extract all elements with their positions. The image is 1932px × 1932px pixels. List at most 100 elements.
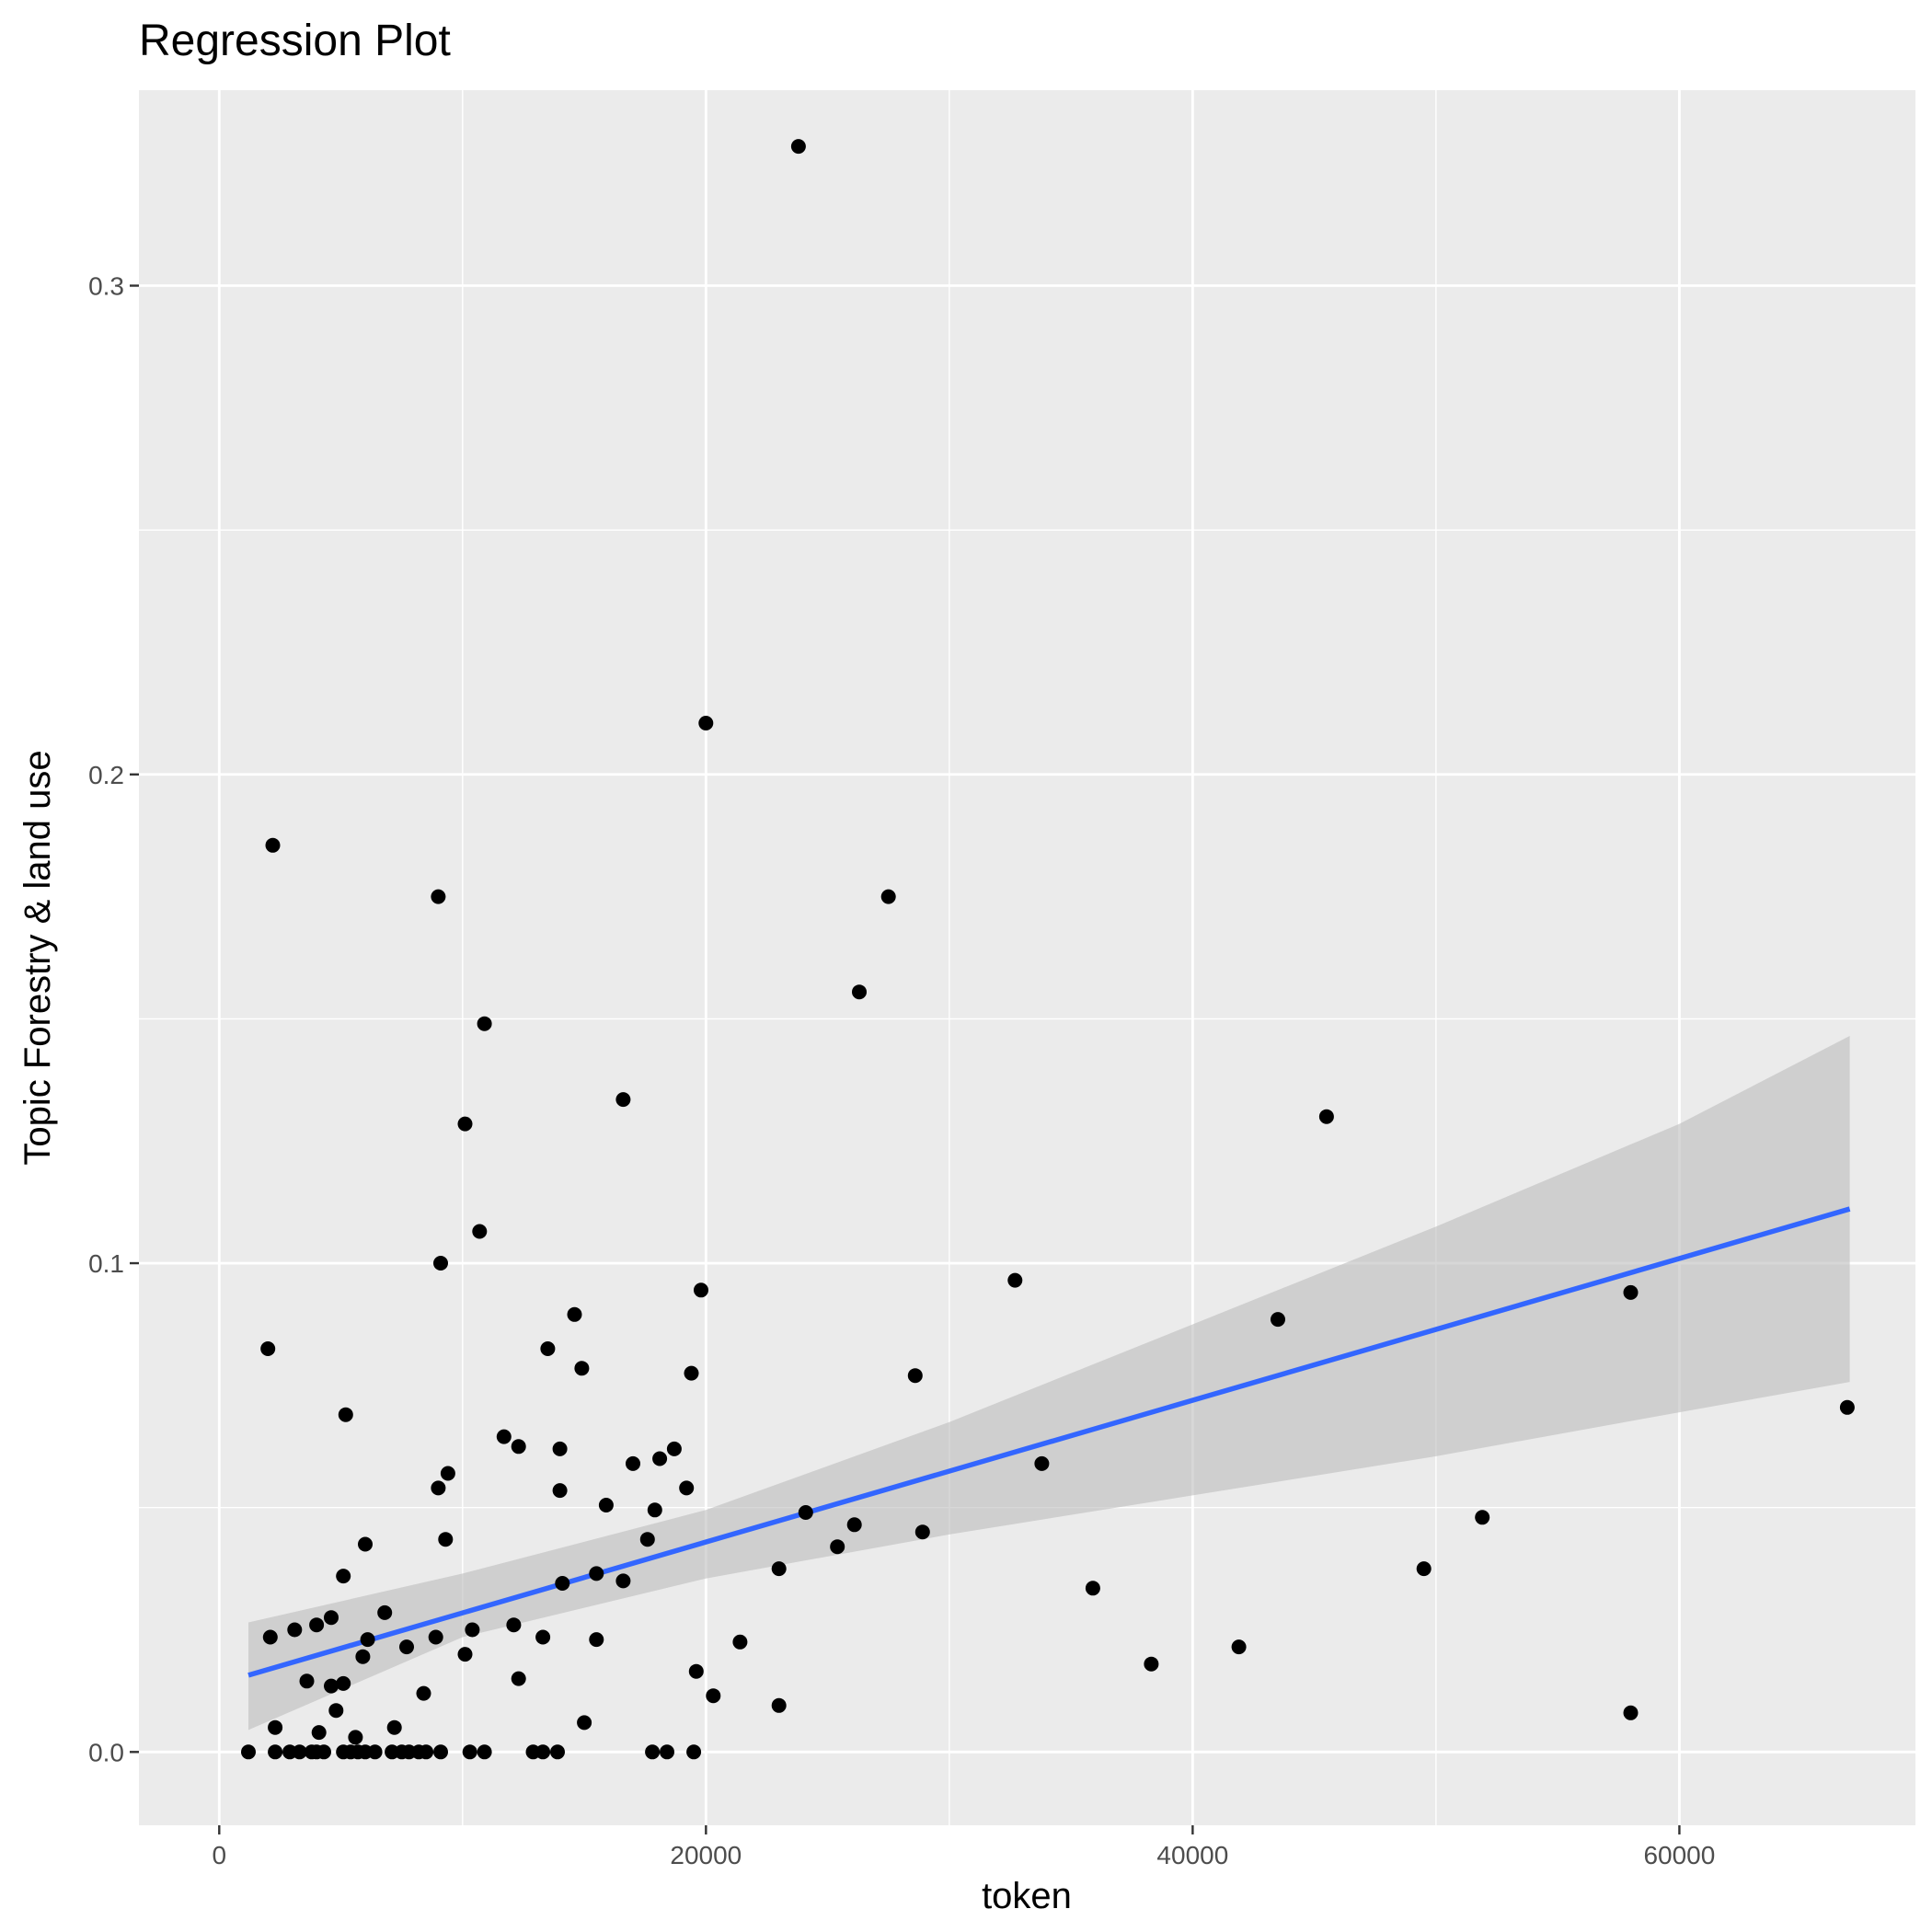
data-point: [790, 139, 806, 155]
data-point: [241, 1744, 256, 1760]
x-tick-label: 60000: [1643, 1841, 1715, 1869]
data-points: [241, 139, 1855, 1760]
data-point: [771, 1561, 787, 1577]
data-point: [511, 1439, 526, 1455]
data-point: [348, 1730, 363, 1745]
data-point: [377, 1604, 393, 1620]
regression-line-layer: [247, 1206, 1851, 1678]
data-point: [328, 1703, 344, 1719]
data-point: [431, 889, 446, 904]
data-point: [552, 1483, 568, 1499]
data-point: [440, 1466, 455, 1481]
data-point: [914, 1524, 930, 1540]
y-tick-label: 0.1: [88, 1249, 124, 1278]
data-point: [399, 1639, 414, 1655]
data-point: [1839, 1399, 1855, 1415]
data-point: [540, 1341, 556, 1356]
data-point: [311, 1725, 327, 1741]
data-point: [496, 1429, 512, 1444]
data-point: [457, 1647, 473, 1662]
data-point: [431, 1480, 446, 1496]
data-point: [324, 1610, 339, 1626]
data-point: [615, 1092, 631, 1108]
y-tick-label: 0.0: [88, 1738, 124, 1766]
data-point: [262, 1629, 278, 1645]
data-point: [694, 1282, 708, 1298]
data-point: [268, 1744, 283, 1760]
data-point: [698, 716, 714, 730]
data-point: [679, 1480, 695, 1496]
data-point: [880, 889, 896, 904]
data-point: [338, 1407, 353, 1422]
data-point: [684, 1365, 699, 1381]
data-point: [550, 1744, 565, 1760]
data-point: [457, 1116, 473, 1132]
data-point: [358, 1536, 373, 1552]
data-point: [535, 1629, 551, 1645]
data-point: [1623, 1705, 1639, 1720]
data-point: [1231, 1639, 1247, 1655]
regression-line: [247, 1206, 1851, 1678]
data-point: [686, 1744, 702, 1760]
data-point: [433, 1744, 448, 1760]
data-point: [1034, 1455, 1050, 1471]
data-point: [386, 1719, 402, 1735]
data-point: [506, 1617, 522, 1633]
data-point: [798, 1505, 813, 1520]
data-point: [360, 1632, 375, 1648]
data-point: [645, 1744, 661, 1760]
data-point: [1271, 1312, 1285, 1328]
data-point: [852, 984, 867, 1000]
data-point: [652, 1451, 668, 1466]
data-point: [268, 1719, 283, 1735]
data-point: [462, 1744, 477, 1760]
x-tick-label: 0: [213, 1841, 227, 1869]
y-axis: 0.0 0.1 0.2 0.3: [88, 272, 139, 1766]
data-point: [1144, 1656, 1159, 1672]
y-axis-title: Topic Forestry & land use: [17, 750, 58, 1165]
data-point: [555, 1576, 570, 1591]
data-point: [567, 1306, 582, 1322]
data-point: [589, 1566, 604, 1581]
minor-grid-lines: [139, 90, 1915, 1825]
x-tick-label: 20000: [670, 1841, 742, 1869]
data-point: [260, 1341, 276, 1356]
data-point: [336, 1569, 351, 1584]
data-point: [771, 1697, 787, 1713]
data-point: [265, 837, 281, 853]
data-point: [477, 1744, 492, 1760]
data-point: [535, 1744, 551, 1760]
data-point: [598, 1498, 614, 1512]
data-point: [324, 1678, 339, 1694]
y-tick-label: 0.2: [88, 761, 124, 789]
data-point: [830, 1539, 845, 1555]
data-point: [1475, 1510, 1490, 1525]
data-point: [574, 1361, 590, 1376]
plot-panel: [139, 90, 1915, 1825]
data-point: [316, 1744, 331, 1760]
data-point: [1416, 1561, 1432, 1577]
data-point: [552, 1441, 568, 1456]
data-point: [419, 1744, 434, 1760]
data-point: [292, 1744, 307, 1760]
data-point: [846, 1517, 862, 1533]
data-point: [472, 1224, 488, 1239]
data-point: [367, 1744, 383, 1760]
data-point: [589, 1632, 604, 1648]
data-point: [647, 1502, 662, 1518]
data-point: [626, 1455, 640, 1471]
data-point: [438, 1532, 454, 1547]
x-axis-title: token: [982, 1876, 1072, 1916]
data-point: [477, 1016, 492, 1031]
y-tick-label: 0.3: [88, 272, 124, 301]
data-point: [433, 1256, 448, 1271]
data-point: [660, 1744, 674, 1760]
data-point: [907, 1368, 923, 1384]
x-axis: 0 20000 40000 60000: [213, 1825, 1715, 1869]
data-point: [416, 1685, 431, 1701]
data-point: [355, 1649, 371, 1664]
data-point: [1085, 1581, 1100, 1596]
data-point: [287, 1622, 303, 1638]
data-point: [577, 1715, 592, 1731]
